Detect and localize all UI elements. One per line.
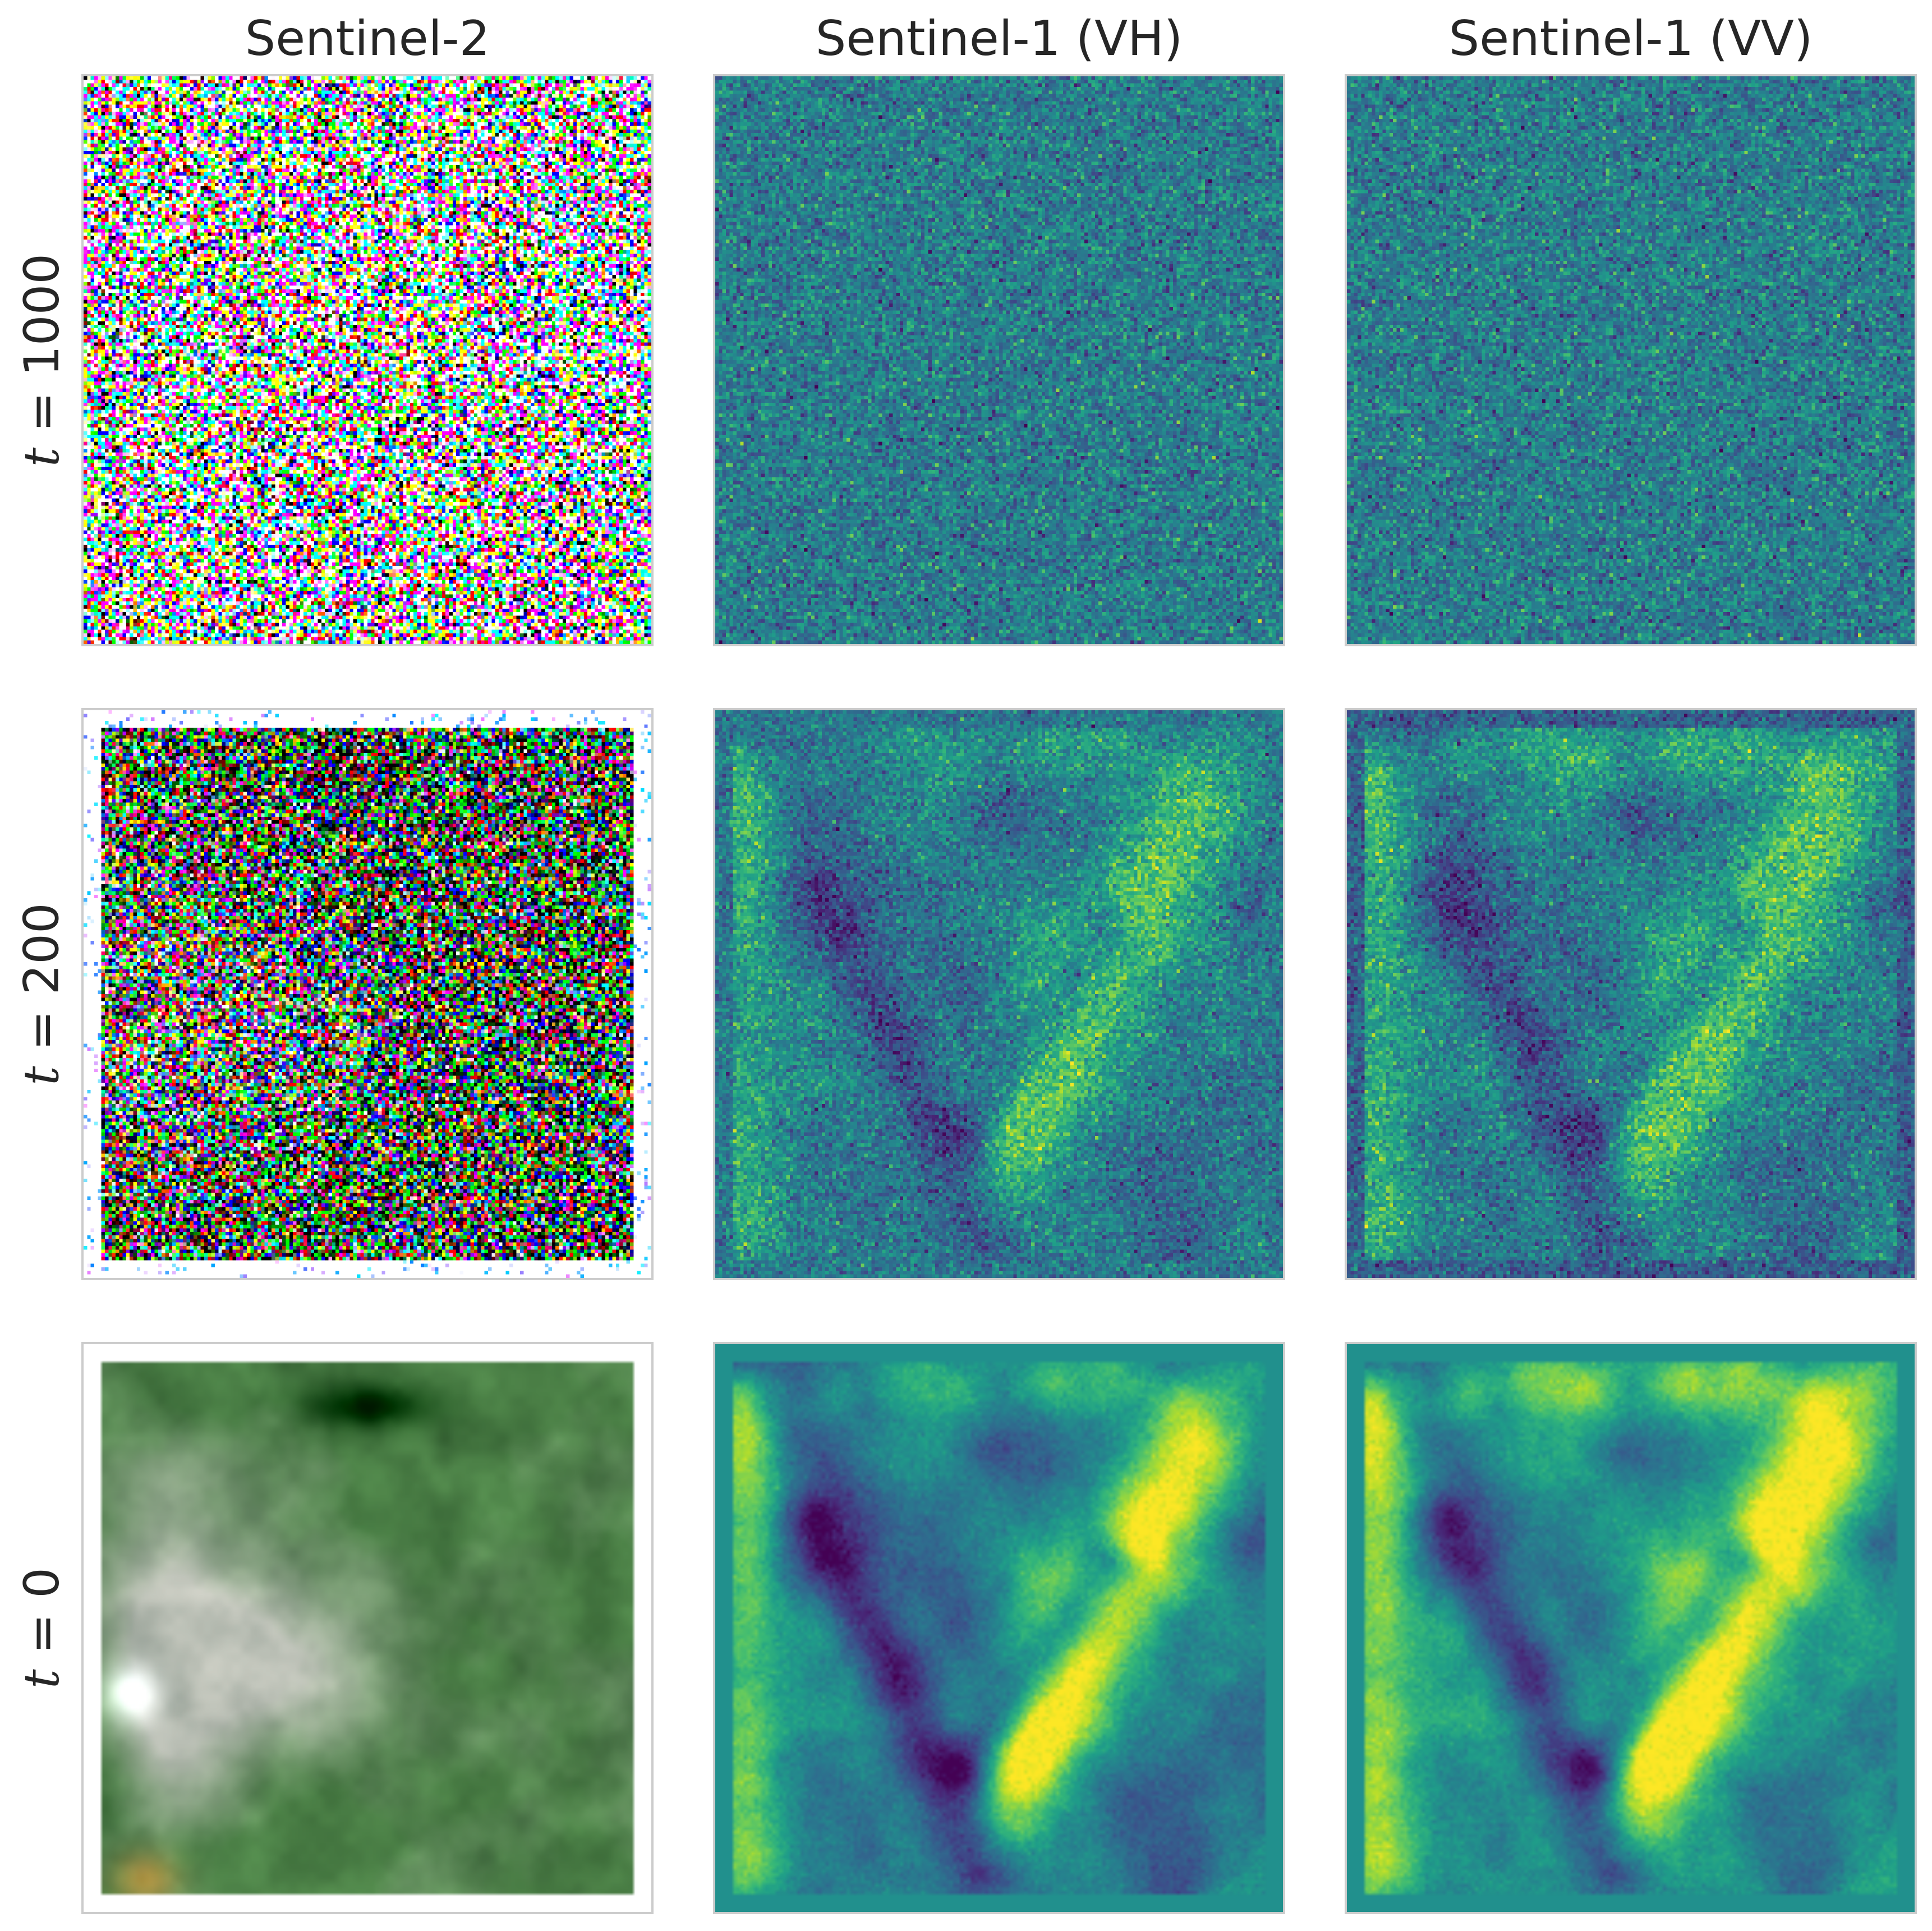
panel-vh-t1000 (713, 74, 1285, 646)
panel-vv-t0 (1345, 1342, 1917, 1914)
row-label-t0: t = 0 (14, 1567, 71, 1689)
image-vh-clean (715, 1344, 1283, 1912)
panel-vh-t200 (713, 708, 1285, 1280)
panel-s2-t0 (81, 1342, 654, 1914)
panel-vv-t200 (1345, 708, 1917, 1280)
image-vv-partial-noise (1347, 710, 1915, 1278)
column-title-sentinel1-vv: Sentinel-1 (VV) (1448, 11, 1813, 67)
image-sentinel2-clean (84, 1344, 651, 1912)
image-vv-clean (1347, 1344, 1915, 1912)
image-vh-noise (715, 76, 1283, 644)
column-title-sentinel1-vh: Sentinel-1 (VH) (815, 11, 1183, 67)
image-sentinel2-noise (84, 76, 651, 644)
image-sentinel2-partial-noise (84, 710, 651, 1278)
image-vv-noise (1347, 76, 1915, 644)
row-label-t200: t = 200 (14, 903, 71, 1086)
panel-s2-t200 (81, 708, 654, 1280)
image-vh-partial-noise (715, 710, 1283, 1278)
panel-vh-t0 (713, 1342, 1285, 1914)
panel-s2-t1000 (81, 74, 654, 646)
panel-vv-t1000 (1345, 74, 1917, 646)
row-label-t1000: t = 1000 (14, 253, 71, 467)
column-title-sentinel2: Sentinel-2 (245, 11, 490, 67)
